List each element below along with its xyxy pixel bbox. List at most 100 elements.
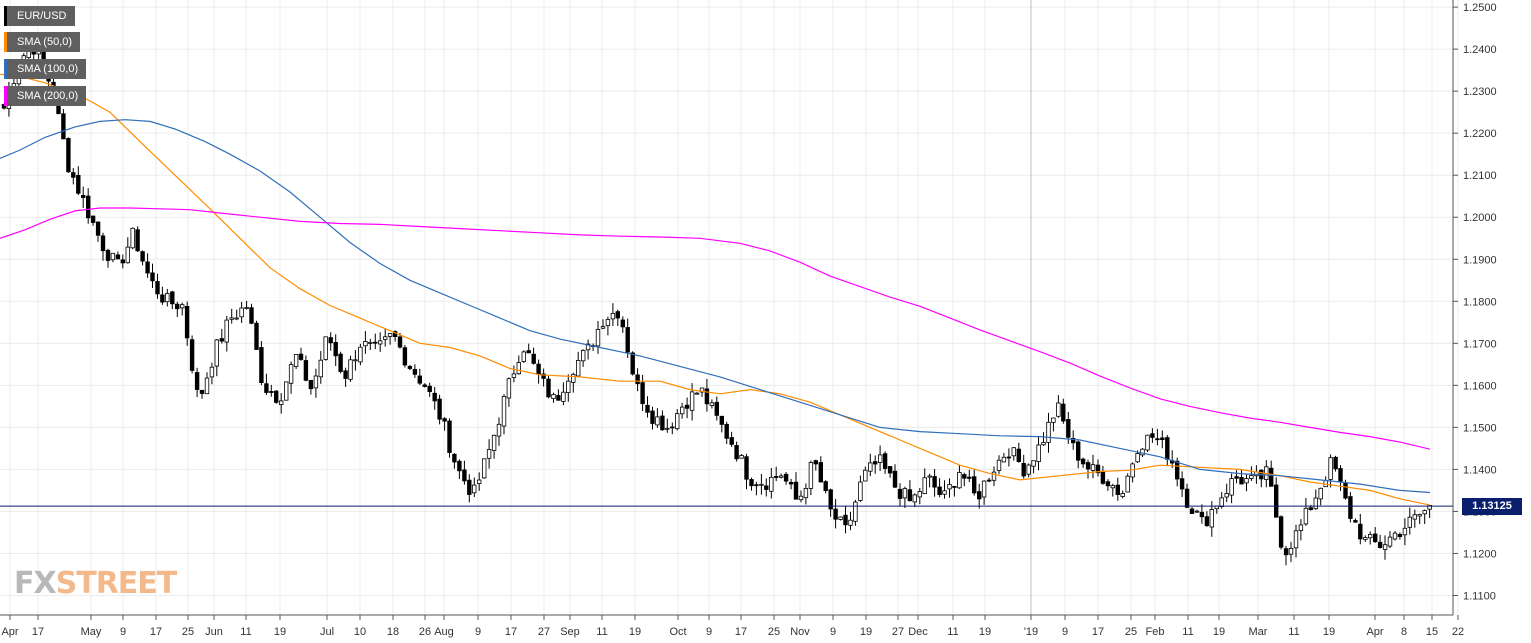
candle-body <box>635 374 640 385</box>
candle-body <box>704 388 710 405</box>
y-tick-label: 1.1700 <box>1463 338 1497 350</box>
candle-body <box>249 307 254 324</box>
x-tick-label: 18 <box>387 626 399 638</box>
candle-body <box>457 460 462 472</box>
candle-body <box>1155 438 1160 441</box>
candle-body <box>1224 492 1229 498</box>
candle-body <box>1021 462 1026 477</box>
candle-body <box>1328 457 1333 480</box>
candle-body <box>640 382 645 405</box>
candle-body <box>1293 530 1299 549</box>
x-tick-label: 11 <box>1182 626 1193 638</box>
candle-body <box>1105 481 1111 487</box>
candle-body <box>1412 514 1417 520</box>
x-tick-label: 19 <box>860 626 872 638</box>
candle-body <box>774 475 779 478</box>
candle-body <box>967 476 972 479</box>
candle-body <box>1308 507 1313 511</box>
candle-body <box>100 235 106 252</box>
candle-body <box>1298 524 1304 532</box>
candle-body <box>670 426 675 429</box>
candle-body <box>358 346 363 363</box>
candle-body <box>858 481 863 501</box>
legend-sma-200[interactable]: SMA (200,0) <box>4 86 87 106</box>
candle-body <box>506 378 512 399</box>
sma-line-100 <box>0 119 1431 494</box>
candlesticks <box>1 40 1432 566</box>
legend-sma-100[interactable]: SMA (100,0) <box>4 59 87 79</box>
candle-body <box>219 338 224 342</box>
candle-body <box>467 479 472 495</box>
candle-body <box>1041 441 1046 446</box>
candle-body <box>996 459 1002 471</box>
candle-body <box>283 381 289 401</box>
candle-body <box>783 473 789 482</box>
candle-body <box>90 215 96 223</box>
candle-body <box>214 339 219 367</box>
candle-body <box>620 319 625 328</box>
legend-sma-50[interactable]: SMA (50,0) <box>4 32 81 52</box>
candle-body <box>1407 516 1412 528</box>
candle-body <box>1417 514 1422 517</box>
candle-body <box>764 485 769 490</box>
candle-body <box>1229 478 1234 496</box>
candle-body <box>957 471 962 489</box>
candle-body <box>145 261 150 274</box>
legend-symbol[interactable]: EUR/USD <box>4 6 75 26</box>
candle-body <box>838 516 843 520</box>
candle-body <box>1095 464 1101 474</box>
candle-body <box>165 293 170 303</box>
x-tick-label: 9 <box>475 626 481 638</box>
candle-body <box>254 322 259 350</box>
candle-body <box>496 423 502 437</box>
candle-body <box>902 488 908 499</box>
candle-body <box>1338 468 1343 482</box>
candle-body <box>303 360 309 381</box>
candle-body <box>1358 523 1363 540</box>
candle-body <box>1288 548 1294 555</box>
x-tick-label: 19 <box>1213 626 1225 638</box>
candle-body <box>353 359 358 362</box>
candle-body <box>986 479 992 482</box>
candle-body <box>645 404 650 413</box>
candle-body <box>739 455 744 459</box>
x-tick-label: 19 <box>979 626 991 638</box>
candle-body <box>1313 497 1318 510</box>
candle-body <box>1249 475 1254 479</box>
candle-body <box>610 312 616 320</box>
candle-body <box>843 514 848 526</box>
candle-body <box>694 392 700 395</box>
candle-body <box>1090 464 1096 471</box>
candle-body <box>521 351 526 362</box>
candle-body <box>749 479 754 487</box>
x-tick-label: 9 <box>120 626 126 638</box>
x-tick-label: '19 <box>1024 626 1038 638</box>
x-tick-label: 17 <box>32 626 44 638</box>
candle-body <box>561 391 566 402</box>
candle-body <box>675 413 680 430</box>
y-tick-label: 1.1100 <box>1463 590 1496 602</box>
y-tick-label: 1.2300 <box>1463 86 1497 98</box>
candle-body <box>724 423 729 439</box>
candle-body <box>853 501 858 522</box>
candle-body <box>1382 544 1388 550</box>
candle-body <box>1056 402 1061 417</box>
candle-body <box>1244 478 1249 484</box>
x-tick-label: 22 <box>1452 626 1464 638</box>
candle-body <box>174 303 180 310</box>
candle-body <box>709 402 715 406</box>
candle-body <box>1387 536 1393 547</box>
candle-body <box>224 319 229 343</box>
candle-body <box>665 427 670 430</box>
candle-body <box>372 341 378 344</box>
candle-body <box>170 291 175 305</box>
candle-body <box>86 195 91 219</box>
x-tick-label: 10 <box>354 626 366 638</box>
candle-body <box>1219 497 1224 507</box>
candle-body <box>110 252 116 261</box>
candle-body <box>1046 421 1051 443</box>
candle-body <box>1239 476 1244 485</box>
fxstreet-logo: FXSTREET <box>14 566 177 601</box>
x-tick-label: Sep <box>560 626 580 638</box>
candle-body <box>1318 487 1323 500</box>
